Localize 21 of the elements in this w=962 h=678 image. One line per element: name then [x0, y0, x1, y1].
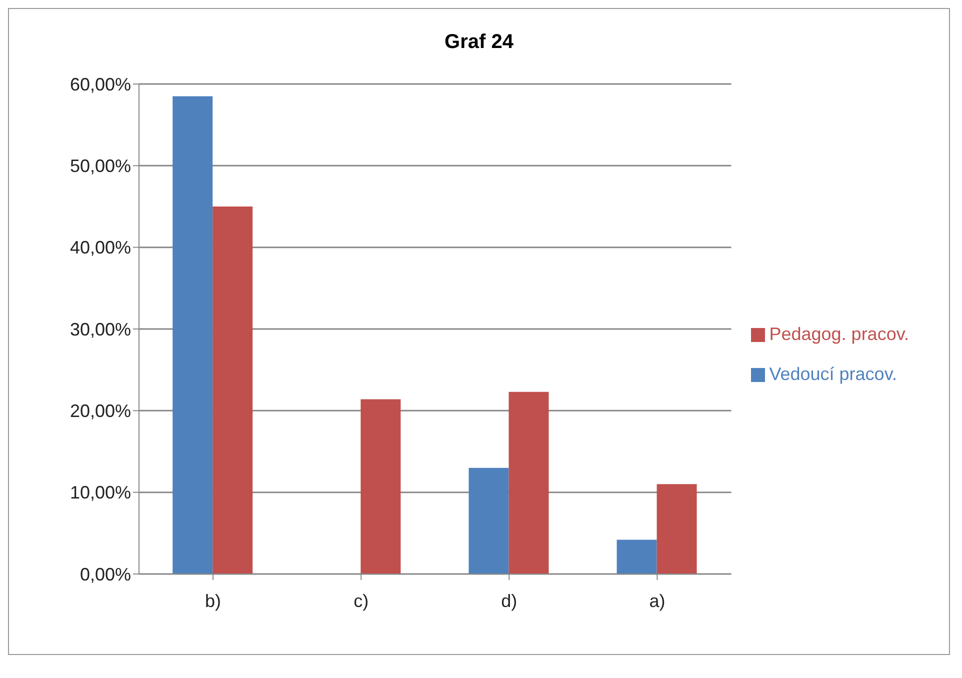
legend-label: Vedoucí pracov. [769, 364, 897, 384]
y-tick-label: 40,00% [70, 238, 131, 258]
y-tick-label: 20,00% [70, 401, 131, 422]
x-tick-label: a) [649, 590, 666, 611]
chart-title: Graf 24 [444, 30, 514, 54]
x-tick-label: b) [205, 590, 222, 611]
bar [656, 484, 697, 574]
y-tick-label: 10,00% [70, 482, 131, 503]
y-tick-label: 60,00% [70, 74, 131, 94]
x-tick-label: c) [354, 590, 369, 611]
bar [360, 399, 401, 574]
y-tick-label: 30,00% [70, 319, 131, 340]
bar [508, 392, 549, 574]
y-tick-label: 0,00% [80, 564, 131, 584]
bar [212, 206, 253, 574]
bar [468, 468, 509, 574]
y-tick-label: 50,00% [70, 156, 131, 176]
legend-label: Pedagog. pracov. [769, 324, 909, 344]
bar [172, 96, 213, 574]
x-tick-label: d) [501, 590, 518, 611]
bar [616, 540, 657, 574]
